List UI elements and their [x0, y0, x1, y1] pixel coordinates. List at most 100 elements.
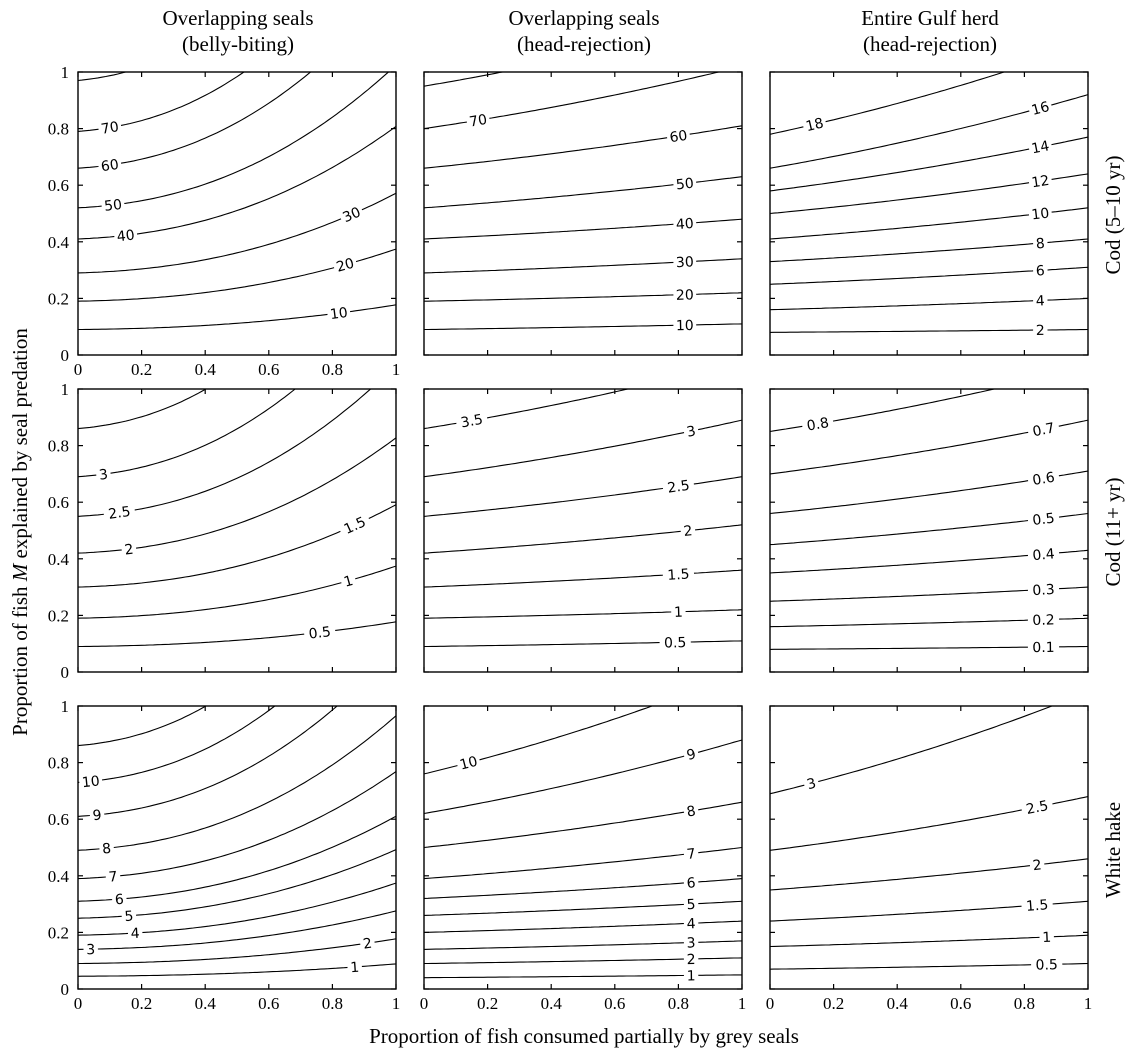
- x-tick-label: 0.8: [322, 360, 343, 379]
- contour-label-text: 9: [92, 807, 102, 824]
- contour-label-text: 1: [1042, 930, 1052, 946]
- contour-label-text: 40: [675, 216, 694, 233]
- contour-label-2: 2: [1033, 321, 1048, 339]
- tick-marks: [423, 388, 743, 673]
- contour-line-2: [78, 938, 396, 965]
- contour-label-1.5: 1.5: [337, 511, 373, 539]
- x-tick-label: 0.4: [887, 994, 909, 1013]
- contour-label-text: 6: [114, 892, 124, 909]
- contour-label-text: 0.5: [664, 635, 687, 651]
- x-tick-label: 0.4: [541, 994, 563, 1013]
- contour-label-0.5: 0.5: [659, 633, 691, 652]
- contour-line-5: [78, 849, 396, 919]
- contour-label-text: 20: [335, 256, 356, 276]
- x-tick-label: 0.4: [195, 360, 217, 379]
- contour-label-10: 10: [326, 303, 352, 323]
- y-tick-label: 0: [61, 346, 70, 365]
- panel-frame: [769, 71, 1089, 356]
- contour-label-text: 2: [686, 952, 695, 968]
- column-title-2-line-2: (head-rejection): [517, 32, 651, 56]
- x-tick-label: 0.2: [477, 994, 498, 1013]
- contour-label-20: 20: [673, 286, 697, 304]
- contour-line-7: [78, 771, 396, 880]
- contour-label-0.5: 0.5: [1027, 509, 1060, 529]
- y-tick-label: 0.6: [48, 176, 69, 195]
- contour-label-text: 1: [687, 968, 696, 984]
- contour-label-text: 50: [675, 176, 695, 194]
- contour-label-text: 0.3: [1032, 582, 1055, 599]
- y-tick-label: 0: [61, 663, 70, 682]
- panel-frame: [77, 71, 397, 356]
- contour-labels: 10 20 30 40 50 60 70: [97, 117, 366, 323]
- contour-label-text: 0.5: [308, 624, 332, 642]
- contour-label-2.5: 2.5: [102, 502, 136, 523]
- contour-label-text: 50: [103, 197, 123, 215]
- contour-line-1.5: [424, 569, 742, 588]
- contour-labels: 0.5 1 1.5 2 2.5 3: [802, 773, 1063, 974]
- contour-label-4: 4: [127, 924, 143, 942]
- column-title-1-line-1: Overlapping seals: [162, 6, 313, 30]
- contour-label-text: 0.8: [806, 415, 831, 434]
- contour-label-text: 0.7: [1031, 420, 1056, 440]
- contour-label-0.2: 0.2: [1027, 611, 1060, 629]
- contour-line-6: [78, 815, 396, 902]
- contour-label-2.5: 2.5: [1020, 796, 1054, 818]
- contour-label-text: 10: [458, 754, 479, 774]
- contour-label-3.5: 3.5: [454, 410, 489, 431]
- contour-label-40: 40: [113, 226, 138, 245]
- contour-label-6: 6: [111, 890, 128, 909]
- contour-label-text: 12: [1030, 173, 1050, 191]
- row-label-cod-11-plus: Cod (11+ yr): [1101, 477, 1125, 586]
- contour-line-60: [78, 72, 312, 169]
- tick-marks: [769, 705, 1089, 990]
- contour-label-text: 0.6: [1031, 470, 1056, 489]
- y-tick-label: 0.2: [48, 289, 69, 308]
- contour-line-0.5: [424, 640, 742, 648]
- x-tick-label: 1: [392, 994, 401, 1013]
- panel-r1-c2: 10 20 30 40 50 60 70: [423, 71, 743, 356]
- x-tick-label: 0.8: [322, 994, 343, 1013]
- contour-label-1: 1: [670, 603, 686, 621]
- contour-label-0.1: 0.1: [1027, 638, 1060, 656]
- contour-label-2.5: 2.5: [661, 476, 695, 497]
- contour-label-2: 2: [359, 934, 376, 953]
- contour-label-text: 20: [676, 287, 694, 304]
- panel-r2-c3: 0.1 0.2 0.3 0.4 0.5 0.6 0.7 0.8: [769, 388, 1089, 673]
- contour-label-text: 2: [683, 523, 694, 540]
- contour-labels: 123 4 5 6 7 8 9 10: [455, 744, 701, 984]
- contour-label-2: 2: [683, 950, 699, 968]
- contour-label-text: 3: [98, 467, 109, 484]
- contour-lines: [424, 72, 742, 331]
- contour-label-text: 5: [124, 908, 134, 925]
- panel-frame: [769, 388, 1089, 673]
- y-tick-label: 0.4: [48, 550, 70, 569]
- contour-line-80: [424, 72, 506, 87]
- x-tick-label: 0.6: [950, 994, 971, 1013]
- y-tick-label: 0.8: [48, 437, 69, 456]
- contour-label-text: 2: [1036, 323, 1045, 339]
- tick-marks: [769, 388, 1089, 673]
- contour-label-1: 1: [683, 967, 699, 984]
- contour-label-3: 3: [83, 941, 99, 958]
- contour-label-6: 6: [683, 873, 699, 892]
- row-label-white-hake: White hake: [1101, 802, 1125, 898]
- contour-label-text: 60: [100, 157, 120, 175]
- row-labels: Cod (5–10 yr) Cod (11+ yr) White hake: [1101, 156, 1125, 899]
- column-title-1-line-2: (belly-biting): [182, 32, 294, 56]
- contour-labels: 10 20 30 40 50 60 70: [465, 110, 698, 334]
- contour-label-7: 7: [683, 844, 700, 863]
- contour-label-10: 10: [673, 316, 697, 334]
- contour-label-text: 1.5: [667, 567, 690, 584]
- contour-label-3: 3: [95, 465, 112, 484]
- contour-labels: 0.5 1 1.5 2 2.5 3 3.5: [454, 410, 700, 652]
- panel-frame: [423, 388, 743, 673]
- contour-label-text: 1: [674, 605, 683, 621]
- contour-label-5: 5: [683, 895, 699, 913]
- panel-r1-c3: 2 4 6 8 10 12 14 16 18: [769, 71, 1089, 356]
- contour-label-text: 14: [1030, 138, 1051, 157]
- contour-line-11: [78, 706, 207, 747]
- contour-lines: [770, 706, 1088, 970]
- contour-label-0.7: 0.7: [1026, 418, 1061, 440]
- contour-label-text: 8: [101, 841, 111, 858]
